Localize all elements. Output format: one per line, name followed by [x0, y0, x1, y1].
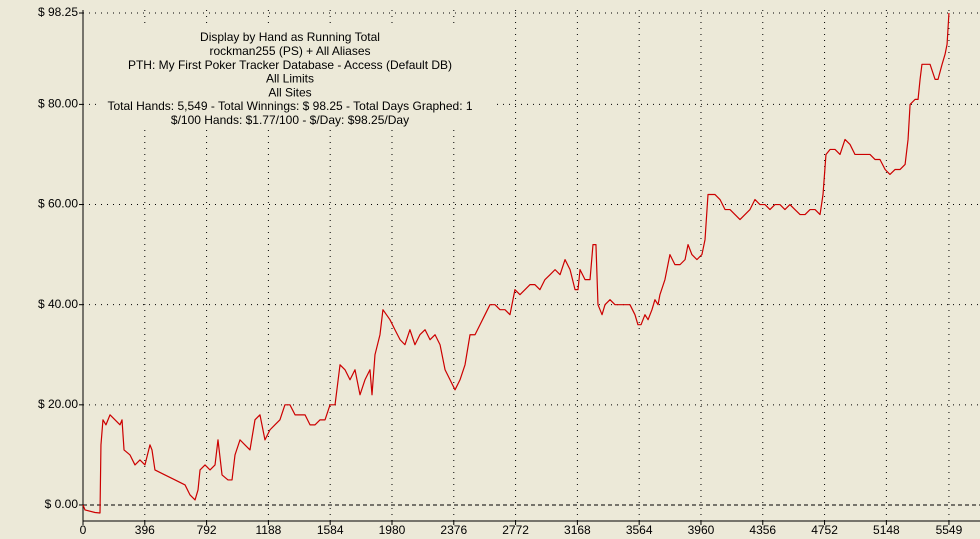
x-tick-label: 0: [80, 523, 87, 537]
y-tick-label: $ 80.00: [38, 97, 78, 111]
y-tick-label: $ 0.00: [45, 497, 79, 511]
y-tick-label: $ 40.00: [38, 297, 78, 311]
plot: [82, 12, 950, 514]
y-tick-label: $ 60.00: [38, 197, 78, 211]
x-tick-label: 396: [135, 523, 155, 537]
info-line: All Limits: [266, 72, 314, 86]
x-tick-label: 3960: [688, 523, 715, 537]
x-tick-label: 3168: [564, 523, 591, 537]
info-block: Display by Hand as Running Totalrockman2…: [107, 30, 472, 127]
info-backdrop: [96, 28, 492, 130]
x-tick-label: 2376: [440, 523, 467, 537]
x-tick-label: 5148: [873, 523, 900, 537]
y-tick-label: $ 20.00: [38, 397, 78, 411]
info-line: Display by Hand as Running Total: [200, 30, 380, 44]
y-tick-label: $ 98.25: [38, 5, 78, 19]
x-tick-label: 3564: [626, 523, 653, 537]
x-tick-label: 1980: [379, 523, 406, 537]
info-line: $/100 Hands: $1.77/100 - $/Day: $98.25/D…: [171, 113, 409, 127]
series-line: [82, 12, 950, 514]
info-line: Total Hands: 5,549 - Total Winnings: $ 9…: [107, 99, 472, 113]
x-tick-label: 792: [197, 523, 217, 537]
axes: $ 0.00 $ 20.00 $ 40.00 $ 60.00 $ 80.00 $ 98.2…: [38, 5, 980, 537]
x-tick-label: 1188: [255, 523, 281, 537]
grid: [83, 10, 980, 521]
info-line: All Sites: [268, 85, 311, 99]
x-tick-label: 4356: [749, 523, 776, 537]
info-line: PTH: My First Poker Tracker Database - A…: [128, 58, 452, 72]
x-tick-label: 4752: [811, 523, 838, 537]
x-tick-label: 2772: [502, 523, 529, 537]
info-line: rockman255 (PS) + All Aliases: [209, 44, 370, 58]
x-tick-label: 5549: [936, 523, 963, 537]
x-tick-label: 1584: [317, 523, 344, 537]
